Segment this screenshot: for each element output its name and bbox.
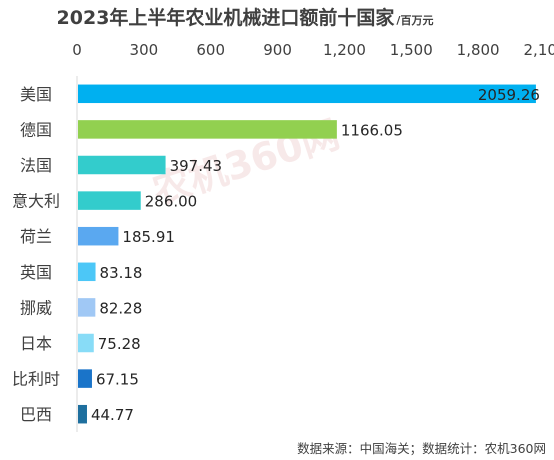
bar <box>78 262 96 282</box>
value-labels: 2059.26 1166.05 397.43 286.00 185.91 83.18 82.… <box>91 86 540 424</box>
category-label: 意大利 <box>12 192 60 211</box>
source-note: 数据来源：中国海关；数据统计：农机360网 <box>297 441 546 456</box>
category-label: 巴西 <box>20 405 52 424</box>
bar <box>78 369 92 388</box>
value-label: 44.77 <box>91 406 134 424</box>
x-tick-label: 1,200 <box>323 41 366 59</box>
category-label: 挪威 <box>20 298 52 317</box>
bar <box>78 333 94 353</box>
bar <box>78 155 166 175</box>
x-axis-ticks: 0 300 600 900 1,200 1,500 1,800 2,100 <box>72 41 554 59</box>
category-label: 英国 <box>20 263 52 282</box>
category-label: 比利时 <box>12 370 60 389</box>
category-label: 法国 <box>20 156 52 175</box>
x-tick-label: 900 <box>263 41 292 59</box>
bar <box>78 404 87 424</box>
category-label: 荷兰 <box>20 227 52 246</box>
value-label: 1166.05 <box>341 121 403 139</box>
value-label: 67.15 <box>96 371 139 389</box>
category-label: 日本 <box>20 334 52 353</box>
bar <box>78 298 96 317</box>
x-tick-label: 2,100 <box>524 41 554 59</box>
value-label: 83.18 <box>100 264 143 282</box>
value-label: 75.28 <box>98 335 141 353</box>
value-label: 286.00 <box>145 193 198 211</box>
x-tick-label: 300 <box>130 41 159 59</box>
x-tick-label: 0 <box>72 41 82 59</box>
bar <box>78 120 337 139</box>
category-label: 德国 <box>20 120 52 139</box>
x-tick-label: 600 <box>196 41 225 59</box>
value-label: 397.43 <box>170 157 223 175</box>
chart-title-text: 2023年上半年农业机械进口额前十国家 <box>57 6 396 29</box>
bar <box>78 226 119 246</box>
x-tick-label: 1,800 <box>457 41 500 59</box>
bars <box>78 84 536 424</box>
value-label: 82.28 <box>99 299 142 317</box>
value-label: 185.91 <box>122 228 174 246</box>
bar <box>78 84 536 104</box>
category-label: 美国 <box>20 85 52 104</box>
value-label: 2059.26 <box>478 86 540 104</box>
unit-label: /百万元 <box>396 14 433 27</box>
bar <box>78 191 141 210</box>
chart-title: 2023年上半年农业机械进口额前十国家/百万元 <box>57 6 434 29</box>
x-tick-label: 1,500 <box>390 41 433 59</box>
